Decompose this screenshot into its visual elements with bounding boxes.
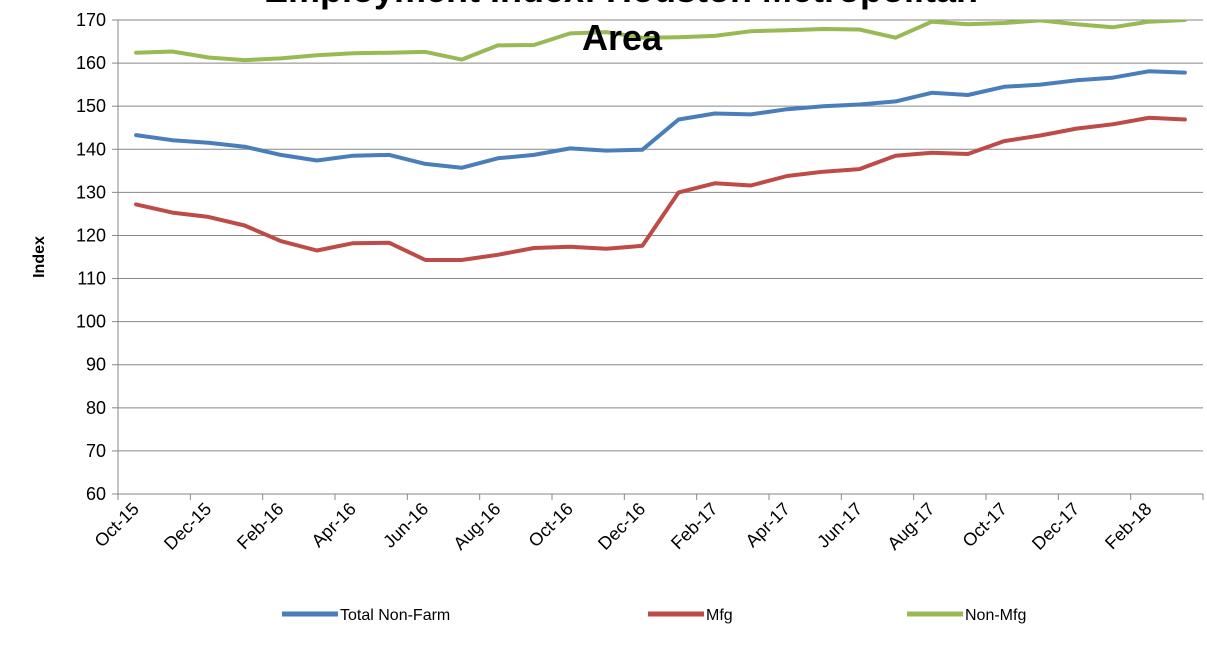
axes (117, 20, 1203, 495)
y-tick-label: 150 (76, 96, 106, 116)
x-axis-ticks: Oct-15 Dec-15 Feb-16 Apr-16 Jun-16 Aug-16 Oct-… (91, 494, 1204, 554)
series-lines (134, 20, 1187, 262)
x-tick-label: Aug-16 (449, 499, 504, 554)
x-tick-label: Dec-15 (160, 499, 215, 554)
chart-title: Employment Index: Houston Metropolitan Ar… (264, 0, 978, 58)
y-axis-title: Index (31, 236, 48, 278)
y-tick-label: 140 (76, 139, 106, 159)
y-tick-label: 120 (76, 225, 106, 245)
legend-label: Non-Mfg (965, 607, 1026, 624)
y-axis-ticks: 60 70 80 90 100 110 120 130 140 150 160 170 (76, 10, 118, 504)
legend-label: Total Non-Farm (340, 607, 450, 624)
series-line-non-mfg (134, 20, 1187, 63)
x-tick-label: Apr-16 (308, 499, 360, 551)
x-tick-label: Apr-17 (742, 499, 794, 551)
x-tick-label: Oct-17 (959, 499, 1011, 551)
y-tick-label: 100 (76, 312, 106, 332)
series-line-mfg (134, 115, 1187, 262)
chart-title-line: Area (582, 17, 663, 58)
chart-title-line: Employment Index: Houston Metropolitan (264, 0, 978, 10)
y-tick-label: 70 (86, 441, 106, 461)
x-tick-label: Oct-16 (525, 499, 577, 551)
x-tick-label: Aug-17 (883, 499, 938, 554)
x-tick-label: Feb-16 (233, 499, 287, 553)
x-tick-label: Oct-15 (91, 499, 143, 551)
legend-label: Mfg (706, 607, 733, 624)
y-tick-label: 60 (86, 484, 106, 504)
x-tick-label: Jun-17 (813, 499, 866, 552)
y-tick-label: 90 (86, 355, 106, 375)
y-tick-label: 130 (76, 182, 106, 202)
y-tick-label: 110 (77, 269, 106, 289)
legend: Total Non-Farm Mfg Non-Mfg (282, 607, 1026, 624)
x-tick-label: Feb-18 (1101, 499, 1155, 553)
gridlines (118, 19, 1203, 452)
series-line-total-non-farm (134, 69, 1187, 170)
x-tick-label: Dec-16 (594, 499, 649, 554)
x-tick-label: Jun-16 (379, 499, 432, 552)
x-tick-label: Dec-17 (1028, 499, 1083, 554)
y-tick-label: 170 (76, 10, 106, 30)
y-tick-label: 80 (86, 398, 106, 418)
x-tick-label: Feb-17 (667, 499, 721, 553)
y-tick-label: 160 (76, 53, 106, 73)
